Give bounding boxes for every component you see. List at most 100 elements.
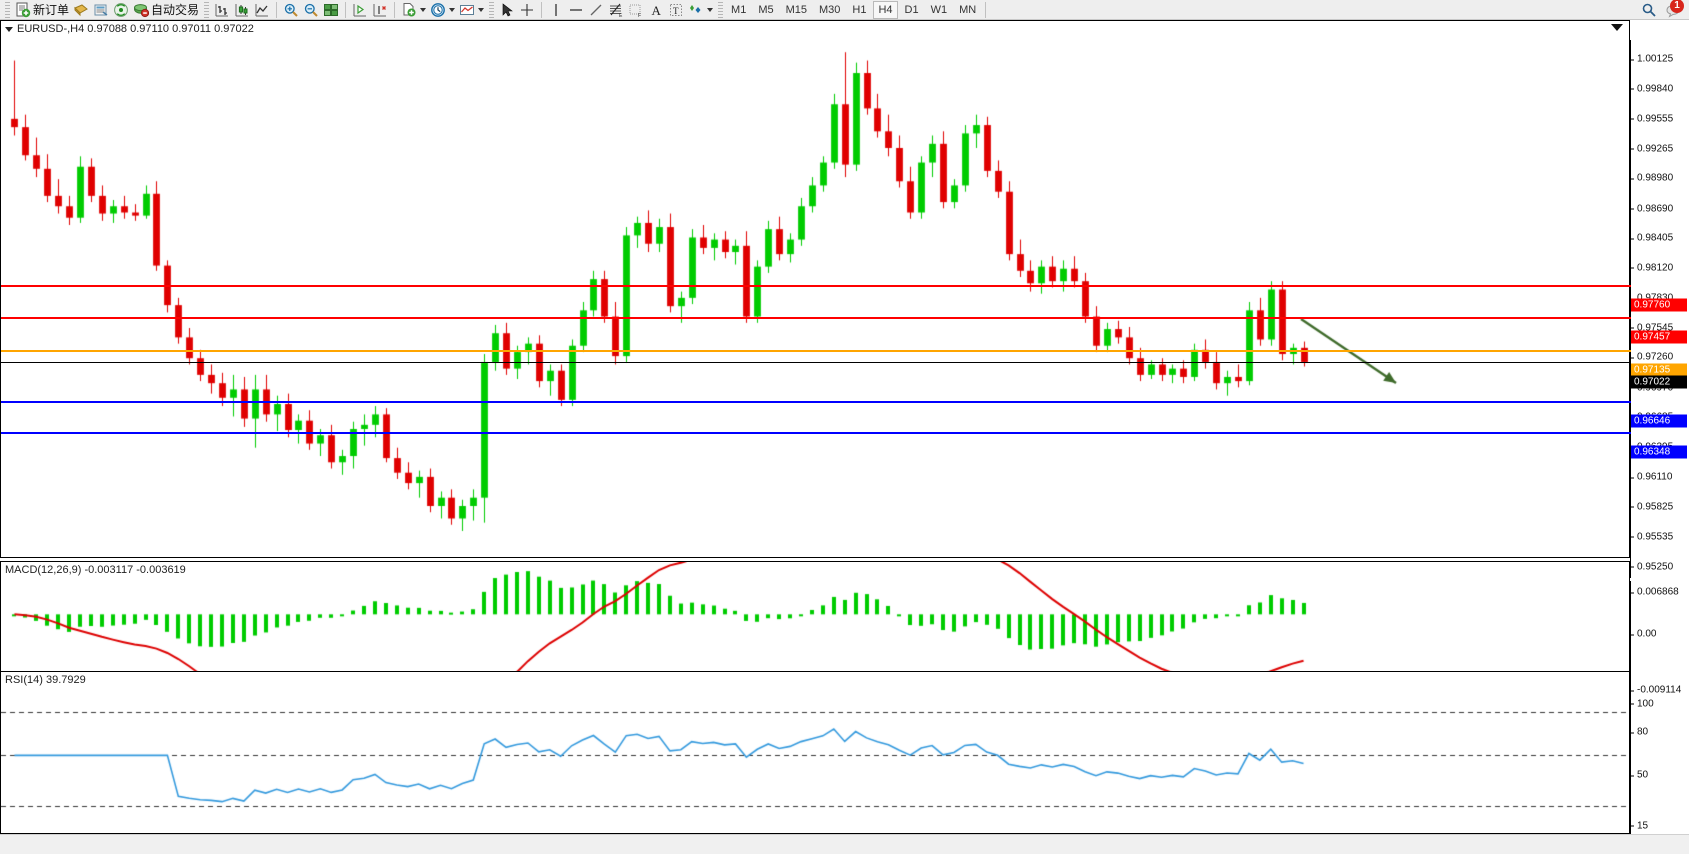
- collapse-arrow-icon[interactable]: [1611, 24, 1623, 31]
- crosshair-button[interactable]: [517, 1, 537, 19]
- chart-area[interactable]: EURUSD-,H4 0.97088 0.97110 0.97011 0.970…: [0, 20, 1689, 854]
- indicator-button[interactable]: [370, 1, 390, 19]
- price-tick: 0.95535: [1631, 531, 1673, 542]
- search-icon[interactable]: [1641, 2, 1657, 18]
- price-label-pivot[interactable]: 0.97135: [1631, 363, 1687, 377]
- shapes-button[interactable]: [686, 1, 715, 19]
- horizontal-line-button[interactable]: [566, 1, 586, 19]
- period-icon: [430, 2, 446, 18]
- macd-pane[interactable]: MACD(12,26,9) -0.003117 -0.003619: [0, 561, 1630, 680]
- toolbar-grip-2[interactable]: [204, 1, 210, 18]
- channel-button[interactable]: F: [626, 1, 646, 19]
- price-pane[interactable]: EURUSD-,H4 0.97088 0.97110 0.97011 0.970…: [0, 20, 1631, 558]
- period-button[interactable]: [428, 1, 457, 19]
- price-tick: 0.99265: [1631, 143, 1673, 154]
- timeframe-m1[interactable]: M1: [731, 3, 747, 16]
- rsi-axis[interactable]: 1008050150: [1630, 691, 1689, 854]
- signals-icon: [113, 2, 129, 18]
- label-button[interactable]: T: [666, 1, 686, 19]
- timeframe-group: M1 M5 M15 M30 H1 H4 D1 W1 MN: [726, 0, 981, 19]
- rsi-title: RSI(14) 39.7929: [5, 674, 86, 686]
- indicator-icon: [372, 2, 388, 18]
- price-tick: 0.95250: [1631, 561, 1673, 572]
- price-line-resistance-1[interactable]: [1, 316, 1631, 319]
- symbol-header[interactable]: EURUSD-,H4 0.97088 0.97110 0.97011 0.970…: [5, 23, 254, 35]
- fibonacci-button[interactable]: E: [606, 1, 626, 19]
- price-label-current-price[interactable]: 0.97022: [1631, 375, 1687, 389]
- price-line-resistance-2[interactable]: [1, 285, 1631, 288]
- auto-trading-label: 自动交易: [151, 2, 200, 17]
- alerts-icon[interactable]: 1: [1665, 0, 1684, 18]
- toolbar-separator-3: [394, 1, 396, 18]
- cursor-button[interactable]: [497, 1, 517, 19]
- new-order-button[interactable]: 新订单: [13, 1, 71, 19]
- macd-axis[interactable]: 0.006868 0.00 -0.009114: [1630, 581, 1689, 700]
- zoom-out-icon: [303, 2, 319, 18]
- timeframe-m5[interactable]: M5: [758, 3, 774, 16]
- price-line-pivot[interactable]: [1, 350, 1631, 353]
- properties-button[interactable]: [457, 1, 486, 19]
- chart-menu-icon[interactable]: [5, 26, 13, 32]
- timeframe-w1[interactable]: W1: [930, 3, 948, 16]
- news-button[interactable]: [91, 1, 111, 19]
- svg-text:F: F: [638, 13, 641, 18]
- new-order-icon: [15, 2, 31, 18]
- bar-chart-button[interactable]: [212, 1, 232, 19]
- shapes-icon: [688, 2, 704, 18]
- horizontal-line-icon: [568, 2, 584, 18]
- bottom-scrollbar[interactable]: [0, 834, 1689, 854]
- toolbar-grip-3[interactable]: [489, 1, 495, 18]
- timeframe-m15[interactable]: M15: [785, 3, 807, 16]
- timeframe-mn[interactable]: MN: [959, 3, 977, 16]
- macd-title: MACD(12,26,9) -0.003117 -0.003619: [5, 564, 186, 576]
- timeframe-m30[interactable]: M30: [819, 3, 841, 16]
- fibonacci-icon: E: [608, 2, 624, 19]
- macd-pane-inner: [1, 562, 1629, 679]
- play-template-button[interactable]: [350, 1, 370, 19]
- price-canvas: [1, 21, 1629, 557]
- vertical-line-button[interactable]: [546, 1, 566, 19]
- data-window-button[interactable]: [71, 1, 91, 19]
- line-chart-button[interactable]: [252, 1, 272, 19]
- auto-trading-button[interactable]: 自动交易: [131, 1, 201, 19]
- tile-windows-button[interactable]: [321, 1, 341, 19]
- svg-text:T: T: [673, 6, 679, 16]
- price-label-support-1[interactable]: 0.96646: [1631, 414, 1687, 428]
- chevron-down-icon[interactable]: [449, 7, 456, 12]
- bar-chart-icon: [214, 2, 230, 18]
- chevron-down-icon[interactable]: [478, 7, 485, 12]
- toolbar-separator: [276, 1, 278, 18]
- price-label-resistance-2[interactable]: 0.97760: [1631, 298, 1687, 312]
- toolbar-grip-4[interactable]: [718, 1, 724, 18]
- zoom-in-button[interactable]: [281, 1, 301, 19]
- timeframe-d1[interactable]: D1: [904, 3, 919, 16]
- new-order-label: 新订单: [33, 2, 70, 17]
- rsi-tick: 100: [1631, 698, 1654, 709]
- rsi-tick: 80: [1631, 727, 1648, 738]
- rsi-pane[interactable]: RSI(14) 39.7929: [0, 671, 1630, 834]
- zoom-out-button[interactable]: [301, 1, 321, 19]
- price-label-support-2[interactable]: 0.96348: [1631, 445, 1687, 459]
- timeframe-h4[interactable]: H4: [873, 0, 898, 19]
- candlestick-chart-icon: [234, 2, 250, 18]
- price-line-support-2[interactable]: [1, 432, 1631, 435]
- text-button[interactable]: A: [646, 1, 666, 19]
- news-icon: [93, 2, 109, 18]
- chevron-down-icon[interactable]: [707, 7, 714, 12]
- text-icon: A: [648, 2, 664, 18]
- signals-button[interactable]: [111, 1, 131, 19]
- toolbar-separator-2: [345, 1, 347, 18]
- chevron-down-icon[interactable]: [420, 7, 427, 12]
- trendline-icon: [588, 2, 604, 18]
- price-line-support-1[interactable]: [1, 401, 1631, 404]
- trendline-button[interactable]: [586, 1, 606, 19]
- toolbar-separator-4: [541, 1, 543, 18]
- price-axis[interactable]: 1.00125 0.99840 0.99555 0.99265 0.98980 0.986…: [1630, 40, 1689, 578]
- add-object-button[interactable]: [399, 1, 428, 19]
- price-line-current-price[interactable]: [1, 362, 1631, 364]
- candlestick-chart-button[interactable]: [232, 1, 252, 19]
- timeframe-h1[interactable]: H1: [852, 3, 867, 16]
- price-label-resistance-1[interactable]: 0.97457: [1631, 330, 1687, 344]
- price-tick: 0.97545: [1631, 322, 1673, 333]
- toolbar-grip[interactable]: [5, 1, 10, 18]
